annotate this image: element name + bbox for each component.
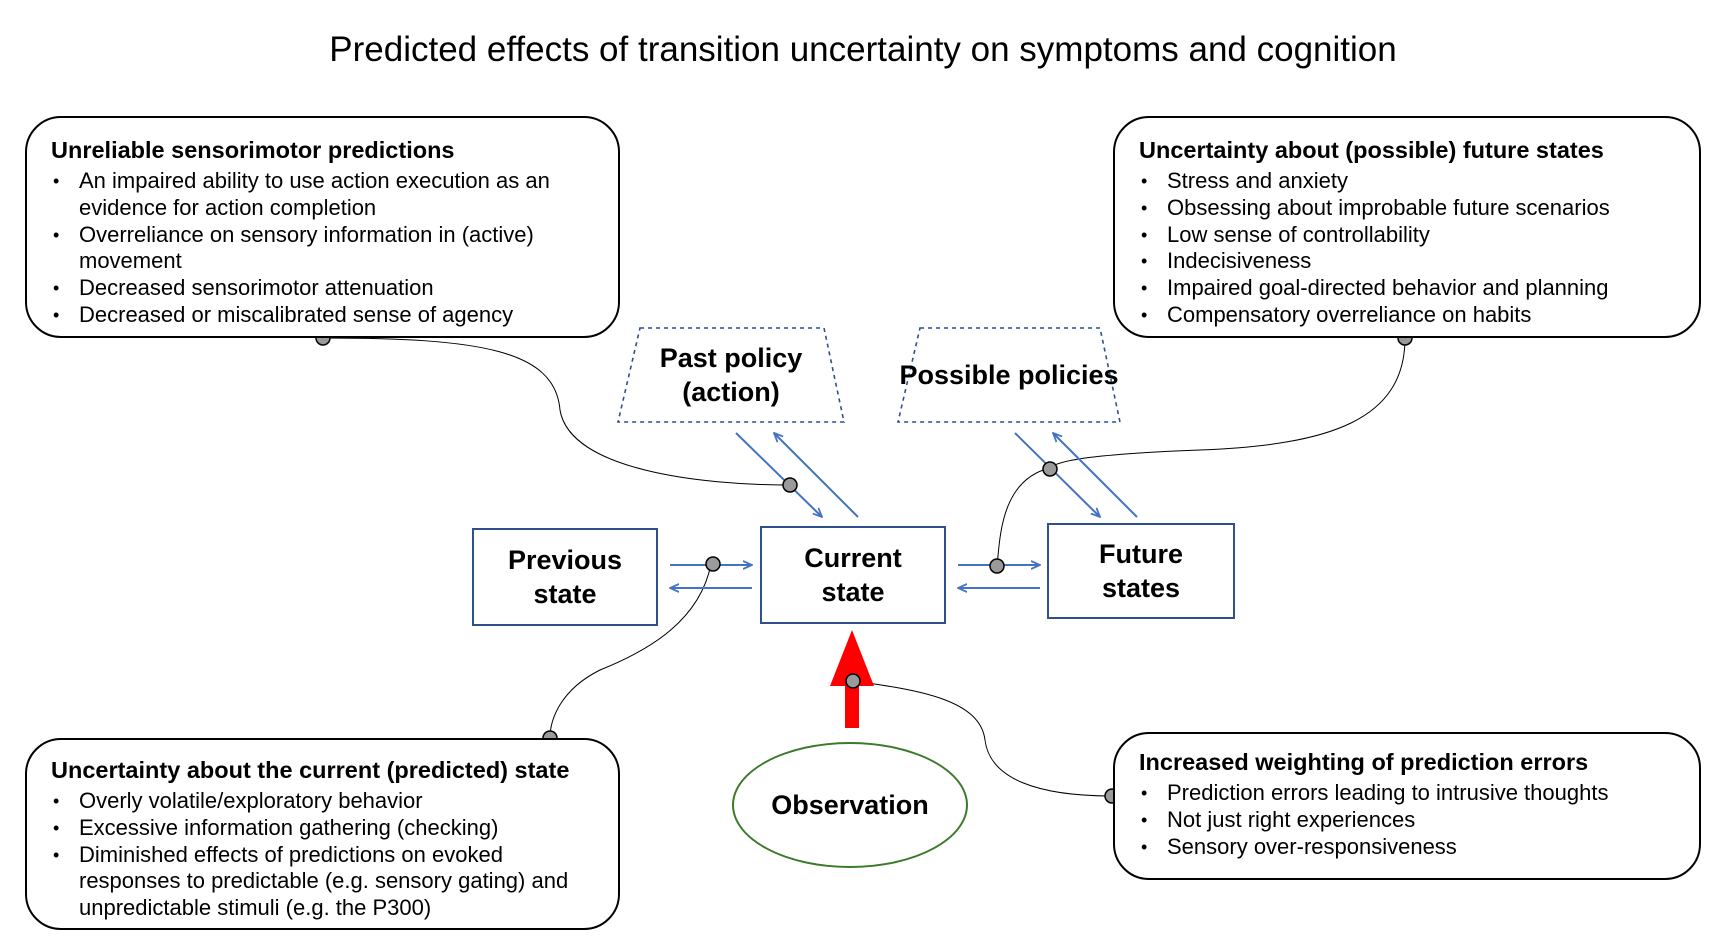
list-item: Excessive information gathering (checkin…	[53, 815, 598, 842]
connector-future	[996, 337, 1406, 567]
list-item: Decreased or miscalibrated sense of agen…	[53, 302, 598, 329]
list-item: Not just right experiences	[1141, 807, 1679, 834]
box-heading: Increased weighting of prediction errors	[1139, 749, 1589, 775]
box-heading: Uncertainty about the current (predicted…	[51, 757, 570, 783]
box-future-states-uncertainty: Uncertainty about (possible) future stat…	[1113, 116, 1701, 338]
dot-observation-arrow	[845, 673, 861, 689]
bullet-list: Prediction errors leading to intrusive t…	[1139, 780, 1679, 860]
list-item: Overreliance on sensory information in (…	[53, 222, 598, 276]
node-label-line: Observation	[771, 789, 929, 820]
node-label-line: Current	[804, 543, 902, 573]
past-policy-shape	[616, 327, 845, 423]
list-item: Obsessing about improbable future scenar…	[1141, 195, 1679, 222]
box-heading: Unreliable sensorimotor predictions	[51, 137, 455, 163]
node-possible-policies: Possible policies	[898, 328, 1120, 422]
arrow-policy-to-current	[735, 432, 822, 517]
list-item: Low sense of controllability	[1141, 222, 1679, 249]
connector-sensorimotor	[322, 337, 791, 486]
list-item: Impaired goal-directed behavior and plan…	[1141, 275, 1679, 302]
list-item: Decreased sensorimotor attenuation	[53, 275, 598, 302]
node-label-line: state	[821, 577, 885, 607]
node-observation: Observation	[732, 742, 968, 868]
list-item: Compensatory overreliance on habits	[1141, 302, 1679, 329]
node-previous-state: Previous state	[472, 528, 658, 626]
node-future-states: Future states	[1047, 523, 1235, 619]
bullet-list: An impaired ability to use action execut…	[51, 168, 598, 329]
node-label-line: Possible	[899, 360, 1011, 390]
node-label-line: states	[1101, 573, 1181, 603]
box-current-state-uncertainty: Uncertainty about the current (predicted…	[25, 738, 620, 930]
arrow-current-to-policy	[774, 433, 859, 518]
bullet-list: Stress and anxiety Obsessing about impro…	[1139, 168, 1679, 329]
box-sensorimotor-predictions: Unreliable sensorimotor predictions An i…	[25, 116, 620, 338]
arrow-future-to-possible	[1053, 433, 1138, 518]
possible-policies-shape	[896, 327, 1121, 423]
box-prediction-errors: Increased weighting of prediction errors…	[1113, 732, 1701, 880]
list-item: Indecisiveness	[1141, 248, 1679, 275]
arrow-possible-to-future	[1014, 432, 1100, 517]
connector-current	[549, 563, 712, 739]
list-item: An impaired ability to use action execut…	[53, 168, 598, 222]
box-heading: Uncertainty about (possible) future stat…	[1139, 137, 1604, 163]
node-label-line: Previous	[507, 545, 623, 575]
node-label-line: state	[533, 579, 597, 609]
node-past-policy: Past policy (action)	[618, 328, 844, 422]
list-item: Prediction errors leading to intrusive t…	[1141, 780, 1679, 807]
diagram-title: Predicted effects of transition uncertai…	[329, 30, 1397, 69]
dot-current-transition	[705, 556, 721, 572]
node-label-line: policies	[1018, 360, 1119, 390]
connector-errors	[852, 680, 1113, 797]
dot-sensorimotor-link	[782, 477, 798, 493]
dot-future-link	[1042, 461, 1058, 477]
list-item: Sensory over-responsiveness	[1141, 834, 1679, 861]
node-label-line: Past policy	[659, 343, 803, 373]
bullet-list: Overly volatile/exploratory behavior Exc…	[51, 788, 598, 922]
node-current-state: Current state	[760, 526, 946, 624]
node-label-line: (action)	[682, 377, 780, 407]
list-item: Stress and anxiety	[1141, 168, 1679, 195]
list-item: Diminished effects of predictions on evo…	[53, 842, 598, 922]
node-label-line: Future	[1099, 539, 1183, 569]
dot-future-transition	[989, 558, 1005, 574]
list-item: Overly volatile/exploratory behavior	[53, 788, 598, 815]
